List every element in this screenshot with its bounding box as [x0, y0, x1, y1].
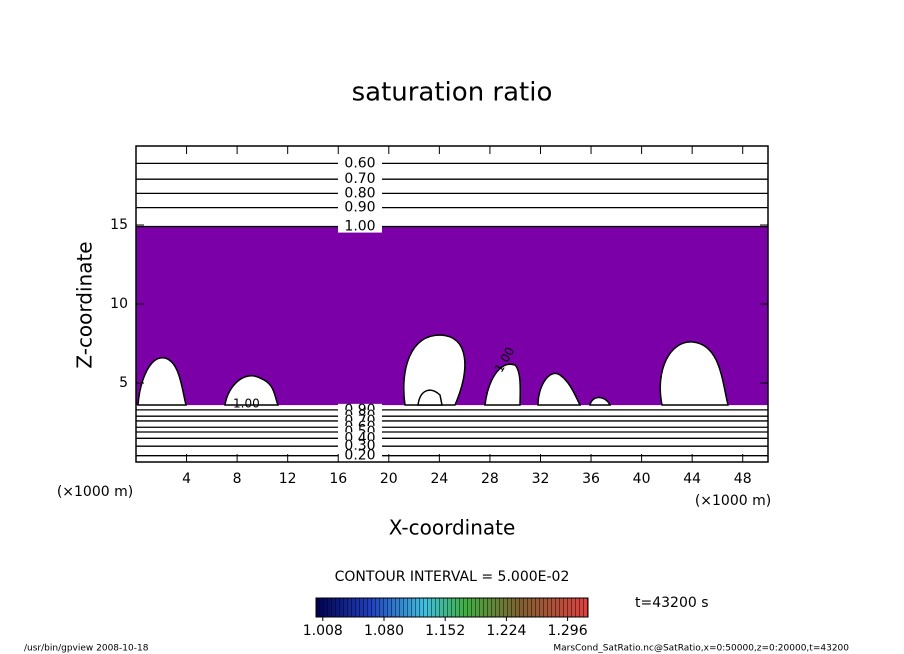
x-tick-label: 24: [430, 471, 448, 487]
contour-label: 1.00: [344, 219, 375, 235]
contour-label: 0.80: [344, 185, 375, 201]
x-tick-label: 12: [279, 471, 297, 487]
time-label: t=43200 s: [635, 595, 709, 611]
x-tick-label: 44: [683, 471, 701, 487]
x-unit: (×1000 m): [695, 493, 771, 509]
colorbar-tick-label: 1.008: [303, 623, 343, 639]
x-tick-label: 48: [734, 471, 752, 487]
contour-label: 0.20: [344, 448, 375, 464]
contour-label-bg: [338, 201, 382, 214]
y-tick-label: 10: [110, 296, 128, 312]
contour-label-bg: [338, 173, 382, 186]
colorbar-tick-label: 1.296: [548, 623, 588, 639]
x-tick-label: 36: [582, 471, 600, 487]
x-tick-label: 20: [380, 471, 398, 487]
x-tick-label: 40: [633, 471, 651, 487]
footer-left: /usr/bin/gpview 2008-10-18: [24, 644, 149, 654]
y-unit: (×1000 m): [57, 484, 133, 500]
contour-label: 0.90: [344, 200, 375, 216]
contour-label-bg: [338, 440, 382, 453]
x-tick-label: 4: [182, 471, 191, 487]
colorbar-tick-label: 1.152: [425, 623, 465, 639]
contour-label-bg: [338, 220, 382, 233]
contour-label-bg: [338, 449, 382, 462]
colorbar-tick-label: 1.224: [486, 623, 526, 639]
x-tick-label: 32: [532, 471, 550, 487]
footer-right: MarsCond_SatRatio.nc@SatRatio,x=0:50000,…: [553, 644, 849, 654]
contour-label-bg: [338, 157, 382, 170]
x-axis-label: X-coordinate: [389, 516, 516, 540]
chart-title: saturation ratio: [352, 78, 553, 108]
clouds: [137, 334, 729, 406]
contour-label-bg: [338, 187, 382, 200]
contour-label: 0.60: [344, 155, 375, 171]
colorbar-stripes: [316, 598, 588, 617]
x-tick-label: 28: [481, 471, 499, 487]
y-tick-label: 5: [119, 375, 128, 391]
y-tick-label: 15: [110, 217, 128, 233]
x-tick-label: 8: [233, 471, 242, 487]
x-tick-label: 16: [329, 471, 347, 487]
plot-area: 0.600.700.800.901.000.900.800.700.600.50…: [136, 155, 768, 464]
contour-interval: CONTOUR INTERVAL = 5.000E-02: [335, 569, 570, 585]
contour-label: 0.70: [344, 171, 375, 187]
y-axis-label: Z-coordinate: [73, 241, 97, 368]
colorbar-tick-label: 1.080: [364, 623, 404, 639]
annotation: 1.00: [233, 397, 260, 411]
